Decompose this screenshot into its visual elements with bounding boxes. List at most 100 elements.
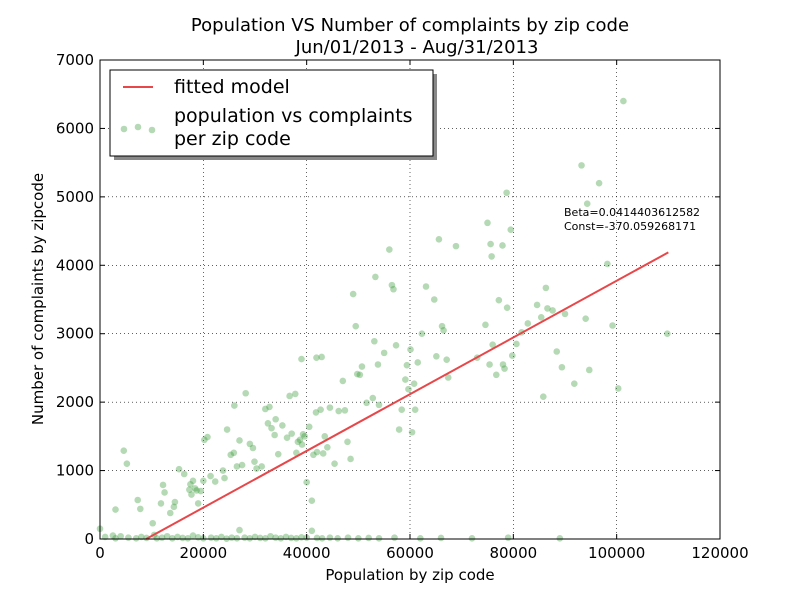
data-point [312, 409, 320, 416]
data-point [262, 405, 269, 413]
data-point [298, 441, 306, 448]
data-point [331, 460, 338, 468]
data-point [246, 440, 254, 448]
data-point [558, 363, 566, 371]
data-point [163, 532, 171, 540]
data-point [211, 478, 219, 485]
data-point [236, 437, 243, 444]
legend-points-label-line2: per zip code [174, 128, 291, 150]
data-point [279, 422, 286, 429]
data-point [201, 436, 208, 444]
legend: fitted model population vs complaints pe… [109, 69, 437, 160]
data-point [488, 253, 495, 260]
data-point [430, 296, 438, 303]
data-point [363, 399, 370, 407]
data-point [219, 467, 227, 474]
data-point [504, 534, 512, 541]
data-point [233, 535, 241, 542]
data-point [664, 330, 671, 338]
data-point [507, 226, 515, 234]
data-point [614, 385, 622, 392]
data-point [188, 491, 195, 498]
data-point [293, 449, 300, 457]
data-point [468, 535, 476, 542]
data-point [437, 534, 445, 542]
data-point [553, 348, 561, 355]
data-point [386, 246, 393, 253]
data-point [492, 371, 500, 379]
data-point [262, 535, 269, 542]
data-point [308, 527, 316, 535]
data-point [191, 485, 199, 492]
data-point [358, 363, 366, 370]
data-point [271, 431, 278, 439]
data-point [236, 526, 243, 534]
data-point [411, 406, 419, 413]
legend-point-marker [134, 123, 142, 131]
data-point [120, 447, 128, 455]
data-point [187, 480, 194, 488]
data-point [272, 415, 279, 423]
data-point [231, 402, 238, 409]
y-tick-label: 2000 [56, 393, 94, 411]
x-tick-label: 0 [95, 544, 105, 562]
data-point [372, 273, 379, 281]
y-axis-label: Number of complaints by zipcode [29, 173, 47, 425]
data-point [207, 472, 214, 480]
data-point [556, 535, 564, 542]
annotation-const: Const=-370.059268171 [564, 220, 696, 233]
data-point [308, 497, 316, 504]
y-tick-label: 0 [84, 530, 94, 548]
data-point [301, 433, 308, 440]
data-point [253, 465, 260, 472]
data-point [374, 361, 382, 368]
data-point [292, 390, 299, 398]
data-point [159, 481, 167, 489]
data-point [313, 448, 321, 456]
data-point [355, 535, 362, 542]
data-point [267, 532, 274, 540]
data-point [221, 474, 228, 482]
data-point [334, 535, 341, 542]
legend-point-marker [148, 126, 156, 134]
data-point [433, 352, 440, 360]
data-point [274, 450, 282, 458]
data-point [440, 326, 447, 334]
data-point [392, 342, 400, 349]
data-point [179, 534, 186, 542]
data-point [318, 535, 326, 542]
data-point [524, 320, 532, 327]
chart-subtitle: Jun/01/2013 - Aug/31/2013 [295, 37, 539, 58]
data-point [503, 304, 511, 312]
x-tick-label: 40000 [283, 544, 331, 562]
data-point [403, 361, 411, 369]
data-point [313, 534, 321, 542]
data-point [417, 535, 424, 542]
y-tick-label: 1000 [56, 462, 94, 480]
data-point [175, 465, 183, 473]
data-point [184, 535, 192, 542]
data-point [180, 470, 188, 478]
data-point [352, 322, 360, 330]
data-point [153, 535, 161, 542]
data-point [410, 380, 418, 387]
x-axis-label: Population by zip code [325, 566, 494, 584]
data-point [339, 377, 347, 385]
legend-fit-label: fitted model [174, 76, 290, 98]
data-point [112, 535, 119, 542]
data-point [303, 478, 310, 486]
data-point [137, 505, 144, 513]
y-tick-label: 5000 [56, 188, 94, 206]
data-point [435, 235, 443, 243]
fit-series [145, 251, 669, 540]
data-point [204, 433, 211, 441]
data-point [238, 461, 246, 469]
data-point [408, 428, 416, 436]
data-point [132, 535, 140, 542]
data-point [489, 341, 496, 348]
data-point [197, 487, 205, 495]
data-point [293, 535, 300, 542]
data-point [230, 449, 238, 457]
data-point [223, 426, 231, 433]
